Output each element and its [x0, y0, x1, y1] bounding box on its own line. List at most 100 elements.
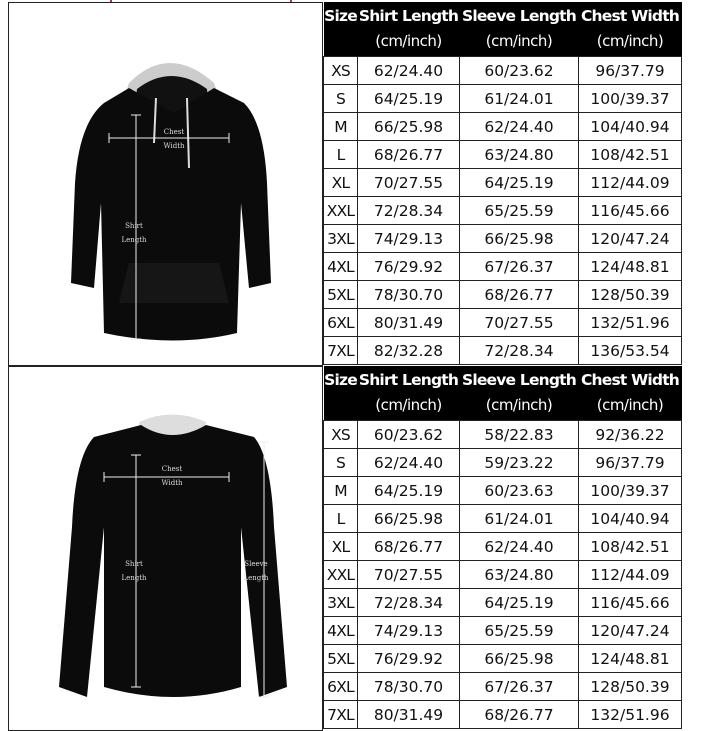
shirt-length-label: Shirt Length	[121, 560, 147, 582]
size-cell: XS	[323, 56, 358, 85]
column-header-size: Size	[323, 2, 358, 57]
sleeve-length-cell: 68/26.77	[459, 700, 579, 729]
column-header-label: Sleeve Length	[461, 371, 577, 389]
sweatshirt-image-panel: Chest Width Shirt Length Sleeve Length	[8, 366, 323, 731]
chest-width-cell: 108/42.51	[578, 532, 682, 561]
chest-width-cell: 120/47.24	[578, 616, 682, 645]
sleeve-length-cell: 58/22.83	[459, 420, 579, 449]
table-header-row: Size Shirt Length (cm/inch) Sleeve Length (c…	[323, 366, 682, 421]
table-row: 3XL 74/29.13 66/25.98 120/47.24	[323, 224, 682, 253]
column-header-unit: (cm/inch)	[596, 32, 664, 50]
sweatshirt-size-table: Size Shirt Length (cm/inch) Sleeve Length (c…	[323, 366, 682, 729]
size-cell: S	[323, 448, 358, 477]
shirt-length-cell: 74/29.13	[357, 224, 460, 253]
table-row: XS 62/24.40 60/23.62 96/37.79	[323, 56, 682, 85]
size-cell: 3XL	[323, 588, 358, 617]
column-header-label: Shirt Length	[358, 7, 459, 25]
sleeve-length-cell: 63/24.80	[459, 140, 579, 169]
shirt-length-cell: 76/29.92	[357, 644, 460, 673]
table-row: XS 60/23.62 58/22.83 92/36.22	[323, 420, 682, 449]
table-row: XXL 70/27.55 63/24.80 112/44.09	[323, 560, 682, 589]
chest-width-label: Chest Width	[161, 465, 183, 487]
shirt-length-cell: 78/30.70	[357, 280, 460, 309]
size-cell: 4XL	[323, 252, 358, 281]
column-header-unit: (cm/inch)	[485, 32, 553, 50]
table-row: XL 68/26.77 62/24.40 108/42.51	[323, 532, 682, 561]
sleeve-length-cell: 66/25.98	[459, 644, 579, 673]
sleeve-length-cell: 66/25.98	[459, 224, 579, 253]
column-header-label: Sleeve Length	[461, 7, 577, 25]
shirt-length-cell: 70/27.55	[357, 168, 460, 197]
table-row: 5XL 76/29.92 66/25.98 124/48.81	[323, 644, 682, 673]
column-header-unit: (cm/inch)	[485, 396, 553, 414]
table-header-row: Size Shirt Length (cm/inch) Sleeve Length (c…	[323, 2, 682, 57]
chest-width-cell: 116/45.66	[578, 196, 682, 225]
shirt-length-cell: 74/29.13	[357, 616, 460, 645]
chest-width-cell: 124/48.81	[578, 252, 682, 281]
table-row: 4XL 76/29.92 67/26.37 124/48.81	[323, 252, 682, 281]
column-header-shirt-length: Shirt Length (cm/inch)	[357, 2, 460, 57]
shirt-length-cell: 80/31.49	[357, 308, 460, 337]
chest-width-cell: 104/40.94	[578, 504, 682, 533]
chest-width-cell: 96/37.79	[578, 56, 682, 85]
size-cell: 6XL	[323, 672, 358, 701]
shirt-length-cell: 76/29.92	[357, 252, 460, 281]
column-header-label: Chest Width	[580, 371, 680, 389]
sleeve-length-cell: 59/23.22	[459, 448, 579, 477]
sleeve-length-label: Sleeve Length	[243, 560, 269, 582]
sleeve-length-cell: 65/25.59	[459, 616, 579, 645]
chest-width-cell: 128/50.39	[578, 280, 682, 309]
column-header-size: Size	[323, 366, 358, 421]
sleeve-length-cell: 60/23.62	[459, 56, 579, 85]
chest-width-cell: 136/53.54	[578, 336, 682, 365]
chest-width-cell: 104/40.94	[578, 112, 682, 141]
size-cell: 7XL	[323, 336, 358, 365]
table-row: 6XL 80/31.49 70/27.55 132/51.96	[323, 308, 682, 337]
table-row: L 68/26.77 63/24.80 108/42.51	[323, 140, 682, 169]
chest-width-label: Chest Width	[163, 128, 185, 150]
table-row: 4XL 74/29.13 65/25.59 120/47.24	[323, 616, 682, 645]
chest-width-cell: 132/51.96	[578, 308, 682, 337]
size-cell: L	[323, 140, 358, 169]
size-cell: M	[323, 112, 358, 141]
sleeve-length-cell: 68/26.77	[459, 280, 579, 309]
size-cell: XL	[323, 532, 358, 561]
size-cell: 6XL	[323, 308, 358, 337]
size-cell: 7XL	[323, 700, 358, 729]
column-header-label: Shirt Length	[358, 371, 459, 389]
table-row: 7XL 82/32.28 72/28.34 136/53.54	[323, 336, 682, 365]
table-row: S 62/24.40 59/23.22 96/37.79	[323, 448, 682, 477]
shirt-length-cell: 62/24.40	[357, 448, 460, 477]
hoodie-illustration	[71, 63, 271, 341]
sleeve-length-cell: 67/26.37	[459, 672, 579, 701]
sleeve-length-cell: 65/25.59	[459, 196, 579, 225]
sleeve-length-cell: 61/24.01	[459, 84, 579, 113]
table-row: S 64/25.19 61/24.01 100/39.37	[323, 84, 682, 113]
chest-width-cell: 96/37.79	[578, 448, 682, 477]
shirt-length-label: Shirt Length	[121, 222, 147, 244]
chest-width-cell: 132/51.96	[578, 700, 682, 729]
table-row: XL 70/27.55 64/25.19 112/44.09	[323, 168, 682, 197]
size-cell: 5XL	[323, 644, 358, 673]
size-cell: XXL	[323, 560, 358, 589]
column-header-label: Size	[324, 371, 358, 389]
shirt-length-cell: 78/30.70	[357, 672, 460, 701]
column-header-chest-width: Chest Width (cm/inch)	[578, 2, 682, 57]
table-row: 7XL 80/31.49 68/26.77 132/51.96	[323, 700, 682, 729]
shirt-length-cell: 72/28.34	[357, 588, 460, 617]
table-row: 6XL 78/30.70 67/26.37 128/50.39	[323, 672, 682, 701]
size-cell: M	[323, 476, 358, 505]
chest-width-cell: 112/44.09	[578, 560, 682, 589]
column-header-unit: (cm/inch)	[375, 32, 442, 50]
size-cell: XL	[323, 168, 358, 197]
sleeve-length-cell: 64/25.19	[459, 168, 579, 197]
sleeve-length-cell: 70/27.55	[459, 308, 579, 337]
size-cell: 5XL	[323, 280, 358, 309]
size-cell: S	[323, 84, 358, 113]
shirt-length-cell: 68/26.77	[357, 140, 460, 169]
sleeve-length-cell: 63/24.80	[459, 560, 579, 589]
sleeve-length-cell: 60/23.63	[459, 476, 579, 505]
shirt-length-cell: 64/25.19	[357, 84, 460, 113]
shirt-length-cell: 72/28.34	[357, 196, 460, 225]
shirt-length-cell: 62/24.40	[357, 56, 460, 85]
